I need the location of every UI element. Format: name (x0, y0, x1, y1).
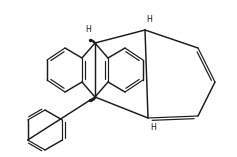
Text: H: H (85, 25, 91, 35)
Text: H: H (146, 16, 152, 24)
Text: H: H (150, 124, 156, 133)
